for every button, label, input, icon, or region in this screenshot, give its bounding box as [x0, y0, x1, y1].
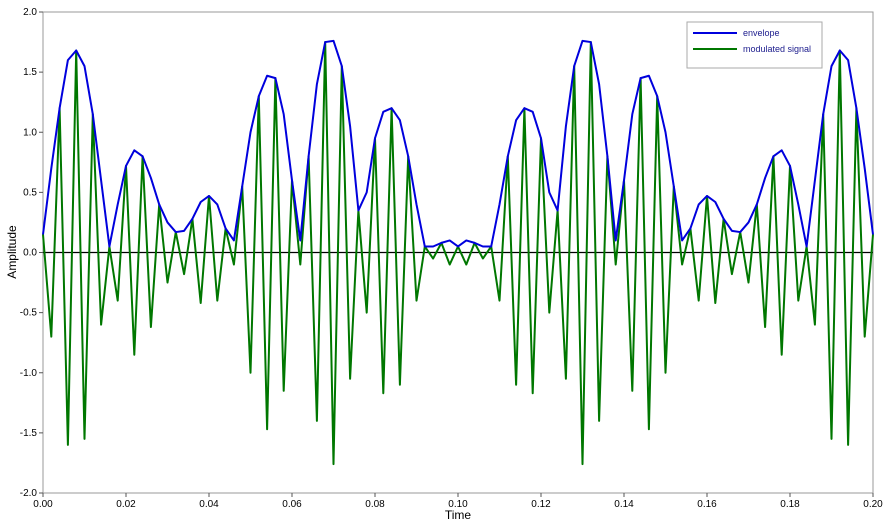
- x-tick-label: 0.08: [365, 499, 385, 510]
- x-tick-label: 0.02: [116, 499, 136, 510]
- y-tick-label: 0.0: [23, 248, 37, 259]
- legend-box: [686, 21, 823, 69]
- x-axis-label: Time: [445, 508, 472, 522]
- x-tick-label: 0.04: [199, 499, 219, 510]
- y-axis-label: Amplitude: [5, 225, 19, 279]
- y-tick-label: 1.0: [23, 127, 37, 138]
- x-tick-label: 0.00: [33, 499, 53, 510]
- y-tick-label: 2.0: [23, 7, 37, 18]
- x-tick-label: 0.18: [780, 499, 800, 510]
- y-tick-label: -2.0: [20, 488, 38, 499]
- x-tick-label: 0.12: [531, 499, 551, 510]
- y-tick-label: -0.5: [20, 308, 38, 319]
- x-tick-label: 0.16: [697, 499, 717, 510]
- x-tick-label: 0.20: [863, 499, 883, 510]
- x-tick-label: 0.10: [448, 499, 468, 510]
- y-tick-label: -1.5: [20, 428, 38, 439]
- series-line: [42, 39, 874, 248]
- y-tick-label: 1.5: [23, 67, 37, 78]
- legend-label: envelope: [743, 28, 780, 38]
- y-tick-label: 0.5: [23, 187, 37, 198]
- x-tick-label: 0.14: [614, 499, 634, 510]
- x-tick-label: 0.06: [282, 499, 302, 510]
- y-tick-label: -1.0: [20, 368, 38, 379]
- legend-label: modulated signal: [743, 44, 811, 54]
